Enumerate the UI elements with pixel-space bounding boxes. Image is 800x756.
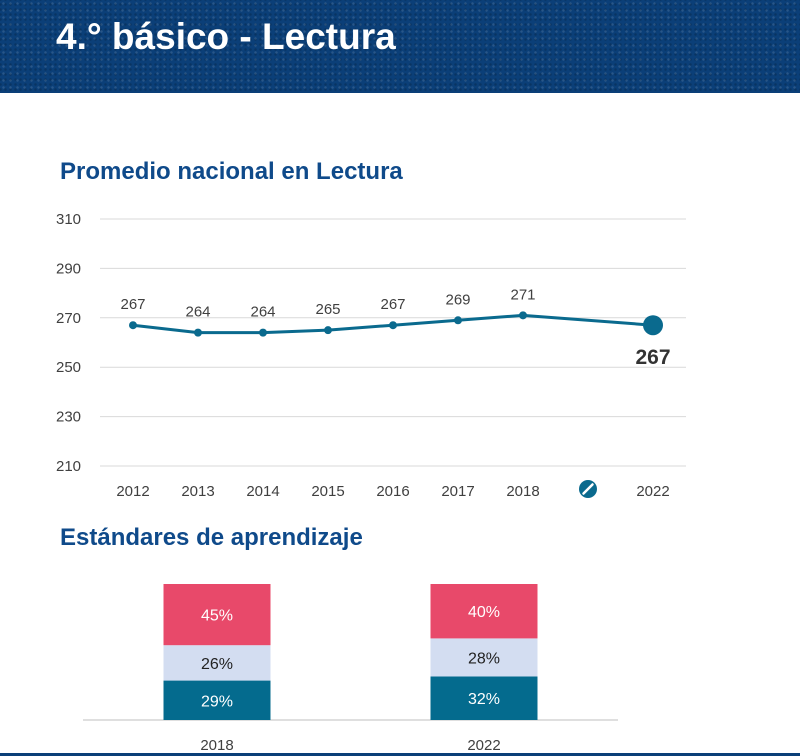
line-chart-title: Promedio nacional en Lectura xyxy=(60,158,403,185)
bar-segment xyxy=(430,638,538,677)
data-point xyxy=(324,326,332,335)
prohibited-icon xyxy=(579,480,597,498)
header-banner: 4.° básico - Lectura xyxy=(0,0,800,94)
bar-segment xyxy=(430,676,538,720)
series-line xyxy=(132,313,654,335)
x-tick-label: 2012 xyxy=(116,483,149,500)
data-point xyxy=(454,316,462,325)
x-tick-label: 2015 xyxy=(311,483,344,500)
bar-segment-label: 45% xyxy=(201,608,233,625)
bar-segment xyxy=(163,584,271,646)
bar-segment xyxy=(163,680,271,720)
data-point xyxy=(194,328,202,337)
bar-segment-label: 29% xyxy=(201,693,233,710)
y-tick-label: 210 xyxy=(56,458,81,475)
x-tick-label: 2017 xyxy=(441,483,474,500)
data-label: 269 xyxy=(445,291,470,308)
data-label: 264 xyxy=(250,304,275,321)
data-label: 264 xyxy=(185,304,210,321)
y-tick-label: 250 xyxy=(56,359,81,376)
bar-segment-label: 40% xyxy=(468,604,500,621)
x-tick-label: 2022 xyxy=(636,483,669,500)
y-tick-label: 230 xyxy=(56,409,81,426)
highlight-data-label: 267 xyxy=(635,346,670,369)
data-point xyxy=(389,321,397,330)
data-point xyxy=(129,321,137,330)
data-label: 271 xyxy=(510,286,535,303)
bar-chart-title: Estándares de aprendizaje xyxy=(60,524,363,551)
y-tick-label: 270 xyxy=(56,310,81,327)
data-point xyxy=(519,311,527,320)
x-tick-label: 2014 xyxy=(246,483,279,500)
bar-segment-label: 26% xyxy=(201,656,233,673)
line-chart: 310 290 270 250 230 210 2012 2013 2014 2015 2016 20… xyxy=(56,211,686,500)
x-tick-label: 2018 xyxy=(506,483,539,500)
data-point xyxy=(259,328,267,337)
data-label: 265 xyxy=(315,301,340,318)
bar-category-label: 2022 xyxy=(467,737,500,754)
bar-category-label: 2018 xyxy=(200,737,233,754)
bottom-border xyxy=(0,753,800,756)
bar-segment-label: 28% xyxy=(468,650,500,667)
data-label: 267 xyxy=(120,296,145,313)
header-divider xyxy=(0,93,800,95)
prohibited-icon-slash xyxy=(582,483,594,495)
bar-segment xyxy=(430,584,538,639)
y-tick-label: 290 xyxy=(56,260,81,277)
page-title: 4.° básico - Lectura xyxy=(56,16,396,57)
data-label: 267 xyxy=(380,296,405,313)
x-tick-label: 2013 xyxy=(181,483,214,500)
y-tick-label: 310 xyxy=(56,211,81,228)
highlight-point xyxy=(643,315,663,336)
x-tick-label: 2016 xyxy=(376,483,409,500)
bar-segment xyxy=(163,645,271,681)
bar-segment-label: 32% xyxy=(468,691,500,708)
